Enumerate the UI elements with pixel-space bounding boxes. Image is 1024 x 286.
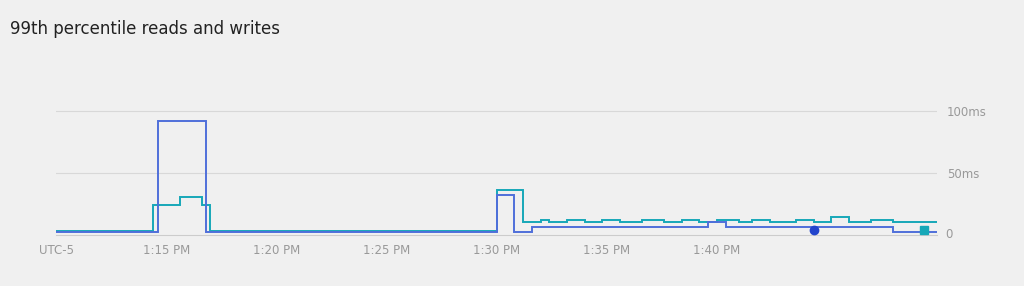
Text: 99th percentile reads and writes: 99th percentile reads and writes bbox=[10, 20, 281, 38]
Text: 0: 0 bbox=[945, 228, 952, 241]
